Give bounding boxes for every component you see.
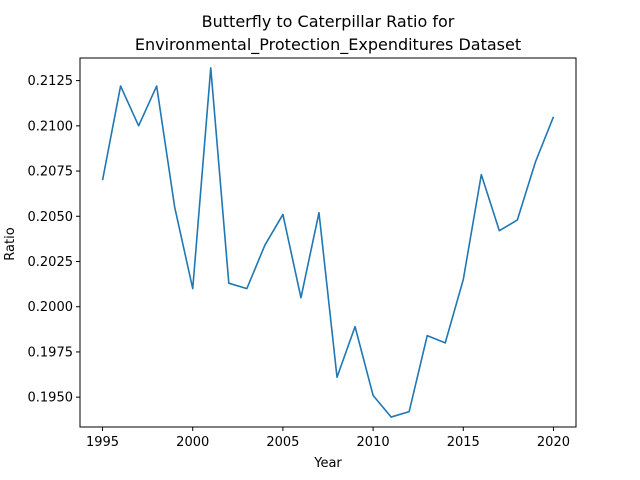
y-tick-label: 0.2025 — [28, 255, 74, 270]
chart-title-line-2: Environmental_Protection_Expenditures Da… — [135, 35, 521, 55]
x-tick-label: 1995 — [86, 435, 119, 450]
y-tick-label: 0.2125 — [28, 74, 74, 89]
x-axis-label: Year — [313, 456, 342, 471]
axes-frame — [79, 57, 577, 428]
plot-area — [79, 57, 577, 428]
y-tick-label: 0.1975 — [28, 345, 74, 360]
series-line-0 — [101, 67, 555, 418]
y-tick-label: 0.2050 — [28, 210, 74, 225]
y-tick-label: 0.2100 — [28, 119, 74, 134]
y-tick-label: 0.2000 — [28, 300, 74, 315]
y-tick-label: 0.1950 — [28, 391, 74, 406]
x-tick-label: 2000 — [176, 435, 209, 450]
y-axis-label: Ratio — [3, 227, 18, 260]
x-axis: 1995 2000 2005 2010 2015 2020 — [86, 427, 570, 450]
series-layer — [101, 67, 555, 418]
chart-title-line-1: Butterfly to Caterpillar Ratio for — [202, 12, 455, 31]
x-tick-label: 2015 — [447, 435, 480, 450]
x-tick-label: 2010 — [357, 435, 390, 450]
y-tick-label: 0.2075 — [28, 165, 74, 180]
y-axis: 0.1950 0.1975 0.2000 0.2025 0.2050 0.2075 0.21… — [28, 74, 80, 406]
x-tick-label: 2020 — [537, 435, 570, 450]
x-tick-label: 2005 — [266, 435, 299, 450]
